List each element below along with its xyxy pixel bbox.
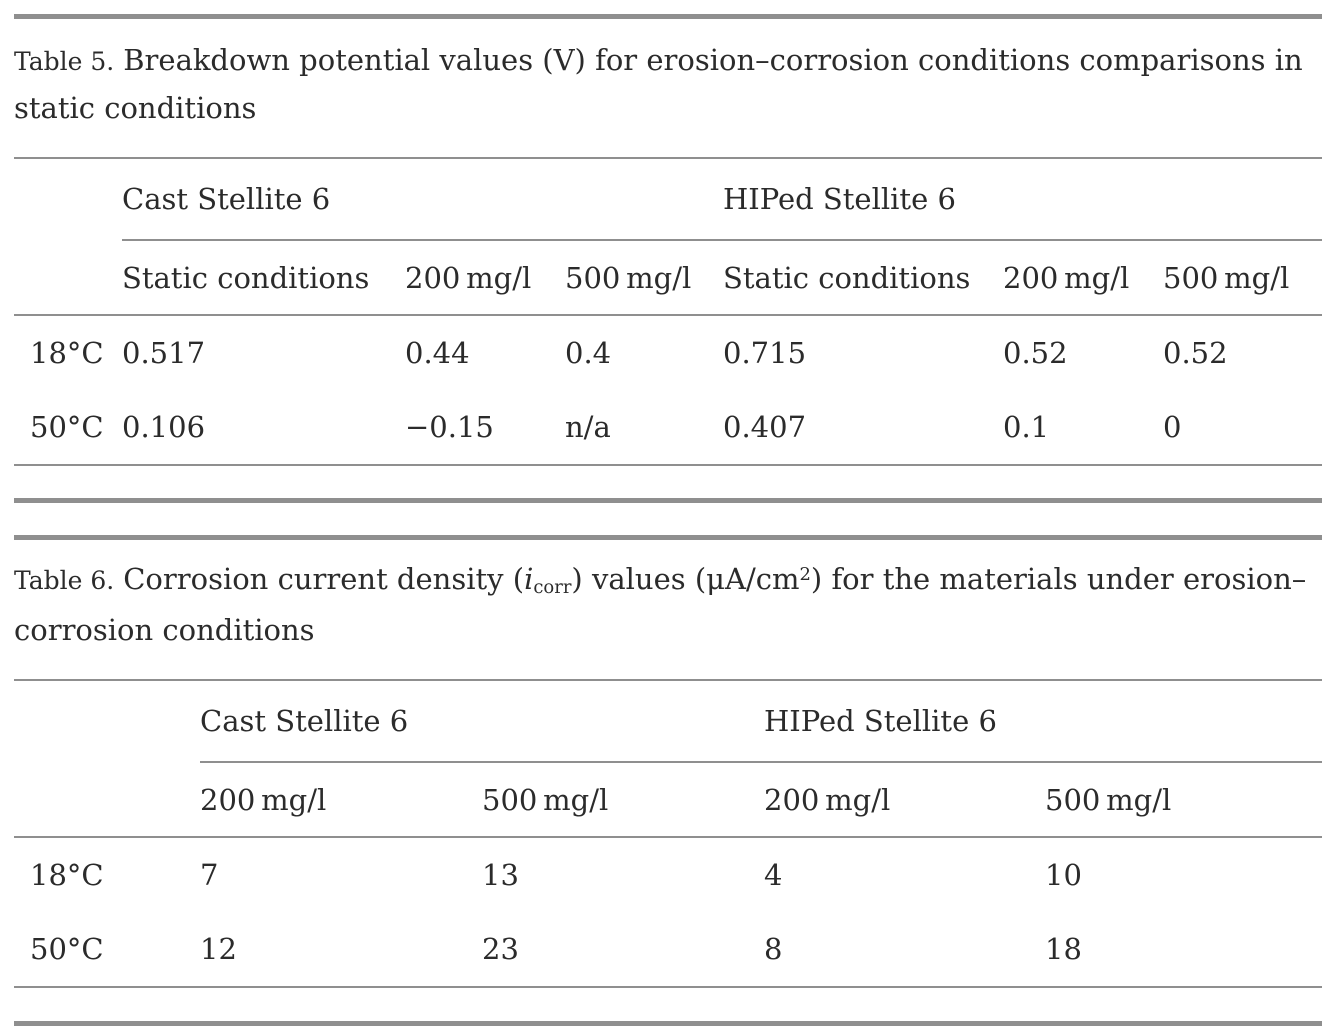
row-label: 18°C: [30, 336, 104, 370]
table-cell: 12: [200, 932, 237, 966]
table-cell: 0.4: [565, 336, 612, 370]
table5-group-header-hiped: HIPed Stellite 6: [723, 158, 1323, 241]
table-cell: n/a: [565, 410, 611, 444]
table5-row-50c: 50°C 0.106 −0.15 n/a 0.407 0.1 0: [14, 390, 1322, 465]
table6-group-header-spacer: [14, 680, 200, 762]
icorr-subscript: corr: [533, 576, 572, 598]
table5-column-header: Static conditions: [122, 240, 405, 316]
table6-group-header-hiped: HIPed Stellite 6: [764, 680, 1323, 763]
table5-column-header-row: Static conditions 200 mg/l 500 mg/l Stat…: [14, 240, 1323, 316]
table6-bottom-thick-rule: [14, 1021, 1322, 1026]
table5-group-header-cast: Cast Stellite 6: [122, 158, 724, 241]
table6-caption-title-post: ) for the materials under erosion–corros…: [14, 562, 1307, 647]
table5-caption-title: Breakdown potential values (V) for erosi…: [14, 43, 1303, 125]
table5: Cast Stellite 6 HIPed Stellite 6 Static …: [14, 157, 1323, 466]
table6: Cast Stellite 6 HIPed Stellite 6 200 mg/…: [14, 679, 1323, 988]
table6-group-header-row: Cast Stellite 6 HIPed Stellite 6: [14, 680, 1323, 763]
table5-column-header: 500 mg/l: [1163, 240, 1323, 316]
table6-column-header-row: 200 mg/l 500 mg/l 200 mg/l 500 mg/l: [14, 762, 1323, 838]
table-cell: 13: [482, 858, 519, 892]
table-cell: 7: [200, 858, 219, 892]
table5-column-header-spacer: [14, 240, 122, 316]
table6-caption: Table 6. Corrosion current density (icorr…: [14, 556, 1322, 653]
table5-column-header: Static conditions: [723, 240, 1004, 316]
table6-caption-title-mid: ) values (μA/cm: [571, 562, 800, 596]
row-label: 50°C: [30, 410, 104, 444]
table-cell: 0: [1163, 410, 1182, 444]
table6-caption-label: Table 6.: [14, 566, 115, 595]
table-cell: 0.407: [723, 410, 807, 444]
table6-column-header: 500 mg/l: [1045, 762, 1323, 838]
table5-group-header-spacer: [14, 158, 122, 240]
icorr-variable: i: [524, 562, 534, 596]
table-cell: 0.52: [1163, 336, 1228, 370]
table-cell: 0.52: [1003, 336, 1068, 370]
table-cell: 23: [482, 932, 519, 966]
table-cell: 4: [764, 858, 783, 892]
table-cell: −0.15: [405, 410, 494, 444]
table6-row-18c: 18°C 7 13 4 10: [14, 837, 1322, 912]
table-cell: 0.517: [122, 336, 206, 370]
table6-caption-title-pre: Corrosion current density (: [123, 562, 525, 596]
row-label: 50°C: [30, 932, 104, 966]
table5-caption: Table 5. Breakdown potential values (V) f…: [14, 37, 1322, 131]
table6-column-header: 200 mg/l: [200, 762, 482, 838]
table6-top-thick-rule: [14, 535, 1322, 540]
table5-column-header: 200 mg/l: [405, 240, 565, 316]
row-label: 18°C: [30, 858, 104, 892]
table5-top-thick-rule: [14, 14, 1322, 19]
table-cell: 0.715: [723, 336, 807, 370]
table5-column-header: 200 mg/l: [1003, 240, 1164, 316]
table6-group-header-cast: Cast Stellite 6: [200, 680, 765, 763]
cm-squared-superscript: 2: [799, 564, 811, 586]
table5-caption-label: Table 5.: [14, 47, 115, 76]
table5-bottom-thick-rule: [14, 498, 1322, 503]
table-cell: 0.1: [1003, 410, 1050, 444]
table5-column-header: 500 mg/l: [565, 240, 724, 316]
table-cell: 18: [1045, 932, 1082, 966]
table6-column-header: 500 mg/l: [482, 762, 765, 838]
table-cell: 10: [1045, 858, 1082, 892]
table6-column-header: 200 mg/l: [764, 762, 1046, 838]
table-cell: 0.44: [405, 336, 470, 370]
table6-row-50c: 50°C 12 23 8 18: [14, 912, 1322, 987]
table-cell: 0.106: [122, 410, 206, 444]
table5-row-18c: 18°C 0.517 0.44 0.4 0.715 0.52 0.52: [14, 315, 1322, 390]
table5-group-header-row: Cast Stellite 6 HIPed Stellite 6: [14, 158, 1323, 241]
table-cell: 8: [764, 932, 783, 966]
table6-column-header-spacer: [14, 762, 200, 838]
